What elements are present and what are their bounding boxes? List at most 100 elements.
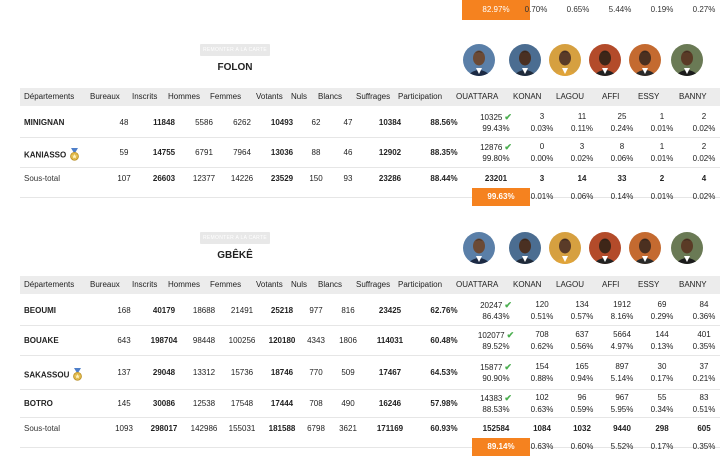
candidate-votes: 15877 ✔ bbox=[480, 362, 512, 372]
column-header: Départements bbox=[24, 280, 75, 289]
column-header: LAGOU bbox=[556, 280, 585, 289]
hommes-value: 12377 bbox=[192, 174, 216, 183]
candidate-pct: 0.60% bbox=[570, 442, 594, 451]
department-link[interactable]: SAKASSOU bbox=[24, 368, 83, 383]
nuls-value: 977 bbox=[309, 306, 323, 315]
column-header: AFFI bbox=[602, 280, 620, 289]
table-row: BOUAKE 643 198704 98448 100256 120180 4343 1806… bbox=[20, 326, 720, 356]
medal-icon bbox=[69, 148, 80, 163]
column-header: KONAN bbox=[513, 280, 542, 289]
candidate-votes: 154 bbox=[535, 362, 549, 371]
candidate-pct: 8.16% bbox=[610, 312, 634, 321]
lagou-avatar bbox=[549, 232, 581, 264]
participation-value: 88.56% bbox=[430, 118, 458, 127]
check-icon: ✔ bbox=[504, 142, 512, 152]
essy-total-pct: 0.19% bbox=[650, 5, 674, 14]
affi-total-pct: 5.44% bbox=[608, 5, 632, 14]
candidate-pct: 88.53% bbox=[482, 405, 510, 414]
candidate-pct: 0.11% bbox=[570, 124, 594, 133]
femmes-value: 100256 bbox=[228, 336, 256, 345]
candidate-pct: 0.51% bbox=[692, 405, 716, 414]
column-header: ESSY bbox=[638, 92, 660, 101]
hommes-value: 142986 bbox=[190, 424, 218, 433]
candidate-pct: 99.80% bbox=[482, 154, 510, 163]
candidate-pct: 0.14% bbox=[610, 192, 634, 201]
participation-value: 60.93% bbox=[430, 424, 458, 433]
column-header: Hommes bbox=[168, 280, 201, 289]
candidate-votes: 2 bbox=[659, 174, 665, 183]
bureaux-value: 145 bbox=[117, 399, 131, 408]
column-header: OUATTARA bbox=[456, 280, 499, 289]
column-header: Femmes bbox=[210, 92, 242, 101]
subtotal-row: Sous-total 107 26603 12377 14226 23529 150 93 23… bbox=[20, 168, 720, 206]
candidate-votes: 4 bbox=[701, 174, 707, 183]
column-header: Votants bbox=[256, 92, 283, 101]
column-header: Bureaux bbox=[90, 280, 120, 289]
candidate-votes: 102 bbox=[535, 393, 549, 402]
candidate-votes: 10325 ✔ bbox=[480, 112, 512, 122]
candidate-pct: 0.34% bbox=[650, 405, 674, 414]
candidate-pct: 5.14% bbox=[610, 374, 634, 383]
candidate-pct: 0.35% bbox=[692, 442, 716, 451]
candidate-votes: 84 bbox=[699, 300, 709, 309]
affi-avatar bbox=[589, 232, 621, 264]
bureaux-value: 59 bbox=[119, 148, 129, 157]
candidate-pct: 0.62% bbox=[530, 342, 554, 351]
candidate-votes: 1 bbox=[659, 142, 665, 151]
table-row: SAKASSOU 137 29048 13312 15736 18746 770 509 174… bbox=[20, 356, 720, 390]
back-to-map-button[interactable]: REMONTER A LA CARTE bbox=[200, 44, 270, 56]
nuls-value: 708 bbox=[309, 399, 323, 408]
back-to-map-button[interactable]: REMONTER A LA CARTE bbox=[200, 232, 270, 244]
department-link[interactable]: KANIASSO bbox=[24, 148, 80, 163]
candidate-pct: 0.24% bbox=[610, 124, 634, 133]
candidate-votes: 20247 ✔ bbox=[480, 300, 512, 310]
candidate-votes: 30 bbox=[657, 362, 667, 371]
column-header: Femmes bbox=[210, 280, 242, 289]
candidate-pct: 0.17% bbox=[650, 374, 674, 383]
candidate-votes: 12876 ✔ bbox=[480, 142, 512, 152]
candidate-pct: 0.51% bbox=[530, 312, 554, 321]
candidate-pct: 0.63% bbox=[530, 442, 554, 451]
candidate-pct: 0.59% bbox=[570, 405, 594, 414]
table-header: Départements Bureaux Inscrits Hommes Femmes V… bbox=[20, 88, 720, 106]
blancs-value: 509 bbox=[341, 368, 355, 377]
inscrits-value: 26603 bbox=[152, 174, 176, 183]
participation-value: 62.76% bbox=[430, 306, 458, 315]
department-link[interactable]: BOTRO bbox=[24, 399, 53, 408]
column-header: Suffrages bbox=[356, 280, 391, 289]
check-icon: ✔ bbox=[504, 112, 512, 122]
konan-avatar bbox=[509, 44, 541, 76]
department-link[interactable]: BEOUMI bbox=[24, 306, 56, 315]
votants-value: 120180 bbox=[268, 336, 296, 345]
femmes-value: 21491 bbox=[230, 306, 254, 315]
femmes-value: 17548 bbox=[230, 399, 254, 408]
candidate-votes: 120 bbox=[535, 300, 549, 309]
table-row: BOTRO 145 30086 12538 17548 17444 708 490 16246 5… bbox=[20, 390, 720, 418]
blancs-value: 3621 bbox=[339, 424, 357, 433]
department-name: BEOUMI bbox=[24, 306, 56, 315]
hommes-value: 13312 bbox=[192, 368, 216, 377]
department-link[interactable]: MINIGNAN bbox=[24, 118, 64, 127]
konan-avatar bbox=[509, 232, 541, 264]
department-name: MINIGNAN bbox=[24, 118, 65, 127]
candidate-pct: 0.02% bbox=[692, 154, 716, 163]
candidate-pct: 0.56% bbox=[570, 342, 594, 351]
candidate-pct: 0.06% bbox=[570, 192, 594, 201]
suffrages-value: 10384 bbox=[378, 118, 402, 127]
candidate-pct: 89.52% bbox=[482, 342, 510, 351]
table-row: MINIGNAN 48 11848 5586 6262 10493 62 47 10384 88.… bbox=[20, 108, 720, 138]
inscrits-value: 29048 bbox=[152, 368, 176, 377]
banny-avatar bbox=[671, 232, 703, 264]
candidate-pct: 4.97% bbox=[610, 342, 634, 351]
department-link[interactable]: BOUAKE bbox=[24, 336, 59, 345]
candidate-votes: 2 bbox=[701, 112, 707, 121]
inscrits-value: 298017 bbox=[150, 424, 178, 433]
candidate-pct: 0.57% bbox=[570, 312, 594, 321]
column-header: Départements bbox=[24, 92, 75, 101]
department-name: BOUAKE bbox=[24, 336, 59, 345]
candidate-votes: 1912 bbox=[613, 300, 631, 309]
candidate-votes: 14383 ✔ bbox=[480, 393, 512, 403]
candidate-votes: 165 bbox=[575, 362, 589, 371]
candidate-votes: 25 bbox=[617, 112, 627, 121]
candidate-pct: 0.13% bbox=[650, 342, 674, 351]
